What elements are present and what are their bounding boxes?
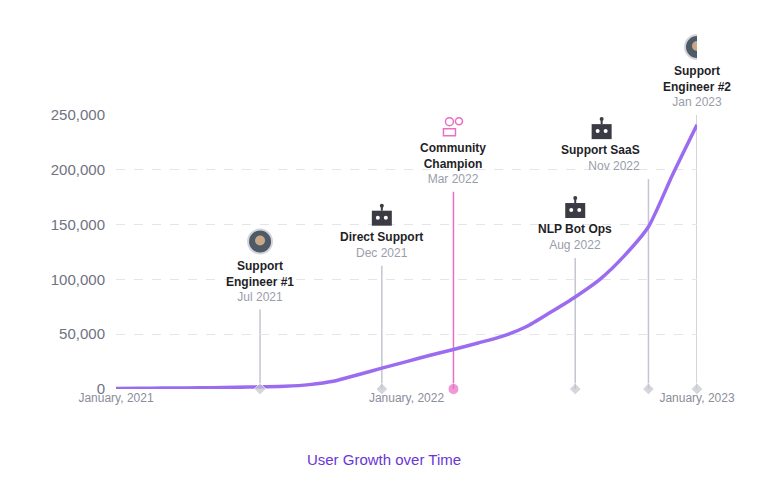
svg-text:100,000: 100,000: [51, 271, 105, 288]
svg-text:January, 2023: January, 2023: [659, 391, 734, 405]
svg-text:50,000: 50,000: [59, 325, 105, 342]
svg-text:SupportEngineer #1Jul 2021: SupportEngineer #1Jul 2021: [226, 259, 294, 304]
svg-text:200,000: 200,000: [51, 161, 105, 178]
svg-text:0: 0: [97, 380, 105, 397]
svg-text:150,000: 150,000: [51, 216, 105, 233]
svg-text:User Growth over Time: User Growth over Time: [307, 451, 461, 468]
svg-text:CommunityChampionMar 2022: CommunityChampionMar 2022: [420, 141, 486, 186]
svg-text:SupportEngineer #2Jan 2023: SupportEngineer #2Jan 2023: [663, 64, 731, 109]
svg-text:Support SaaSNov 2022: Support SaaSNov 2022: [561, 143, 640, 173]
svg-text:250,000: 250,000: [51, 106, 105, 123]
svg-text:January, 2022: January, 2022: [369, 391, 444, 405]
svg-text:Direct SupportDec 2021: Direct SupportDec 2021: [340, 230, 423, 260]
svg-text:NLP Bot OpsAug 2022: NLP Bot OpsAug 2022: [538, 222, 612, 252]
svg-text:January, 2021: January, 2021: [78, 391, 153, 405]
